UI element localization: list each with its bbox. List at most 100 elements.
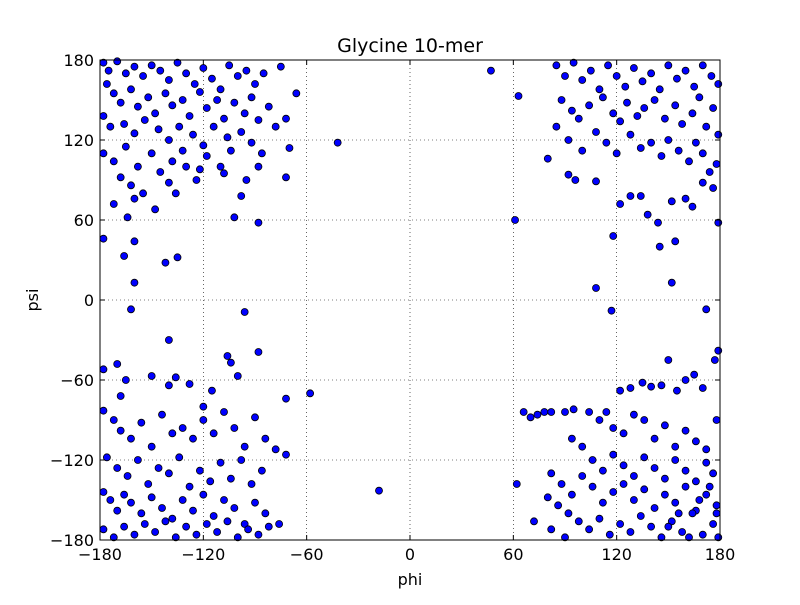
data-point [154, 464, 163, 472]
data-point [185, 112, 194, 120]
data-point [710, 356, 719, 364]
data-point [195, 165, 204, 174]
data-point [127, 305, 135, 314]
data-point [285, 144, 294, 152]
data-point [240, 520, 249, 528]
x-tick-label: 120 [601, 545, 632, 564]
data-point [512, 480, 521, 488]
data-point [655, 85, 664, 94]
data-point [223, 352, 232, 360]
data-point [569, 405, 578, 414]
data-point [660, 474, 669, 483]
data-point [225, 61, 234, 70]
data-point [99, 365, 108, 374]
data-point [690, 370, 699, 379]
data-point [712, 160, 721, 168]
data-point [242, 66, 251, 75]
data-point [113, 506, 122, 515]
data-point [223, 517, 232, 526]
data-point [178, 496, 187, 504]
axis-ticks: −180 −120 −60 0 60 120 180 −180 −120 −60 0 60 120 180 [50, 51, 735, 564]
data-point [695, 93, 704, 102]
data-point [616, 386, 625, 395]
data-point [254, 530, 263, 539]
data-point [585, 525, 594, 534]
data-point [254, 162, 263, 171]
data-point [127, 85, 135, 94]
data-point [240, 442, 249, 451]
data-point [636, 144, 645, 152]
data-point [175, 122, 184, 131]
data-point [257, 466, 266, 475]
data-point [698, 61, 707, 70]
data-point [660, 114, 669, 123]
data-point [650, 96, 659, 104]
x-tick-label: −60 [290, 545, 324, 564]
data-point [688, 509, 697, 518]
data-point [629, 410, 638, 419]
data-point [133, 102, 142, 111]
data-point [182, 69, 191, 78]
data-point [199, 416, 208, 424]
data-point [120, 120, 129, 128]
data-point [247, 138, 256, 147]
data-point [261, 434, 270, 443]
data-point [226, 474, 235, 483]
x-tick-label: −120 [181, 545, 225, 564]
data-point [151, 205, 160, 214]
data-point [233, 72, 242, 80]
data-point [674, 509, 683, 518]
data-point [109, 200, 118, 208]
data-point [233, 372, 242, 380]
data-point [621, 82, 630, 91]
data-point [633, 112, 642, 120]
data-point [121, 376, 130, 384]
data-point [130, 129, 139, 138]
y-tick-label: −60 [60, 371, 94, 390]
data-point [638, 77, 647, 86]
data-point [547, 525, 556, 534]
data-point [519, 408, 528, 416]
data-point [104, 66, 113, 75]
data-point [578, 472, 587, 480]
data-point [681, 376, 690, 384]
data-point [121, 142, 130, 151]
data-point [647, 138, 656, 147]
data-point [109, 416, 118, 424]
data-point [636, 512, 645, 520]
data-point [526, 413, 535, 422]
data-point [623, 98, 631, 107]
data-point [137, 418, 146, 427]
data-point [182, 522, 191, 531]
data-point [164, 336, 173, 344]
y-tick-label: 120 [63, 131, 94, 150]
data-point [171, 373, 180, 382]
data-point [208, 74, 216, 83]
data-point [189, 434, 197, 443]
data-point [199, 64, 208, 72]
data-point [178, 96, 187, 104]
data-point [667, 278, 676, 287]
data-point [226, 358, 235, 367]
data-point [554, 501, 563, 510]
data-point [130, 194, 139, 203]
data-point [158, 504, 166, 512]
data-point [116, 98, 125, 107]
data-point [578, 442, 587, 451]
data-point [189, 506, 197, 515]
data-point [543, 154, 552, 163]
data-point [664, 61, 673, 70]
data-point [709, 184, 718, 192]
data-point [120, 252, 129, 260]
data-point [276, 62, 285, 71]
data-point [106, 496, 115, 504]
data-point [561, 72, 569, 80]
data-point [685, 533, 693, 542]
data-point [223, 133, 232, 142]
data-point [282, 394, 290, 403]
data-point [657, 381, 666, 390]
data-point [540, 408, 549, 416]
data-point [647, 69, 656, 78]
data-point [99, 525, 108, 534]
data-point [213, 96, 222, 104]
